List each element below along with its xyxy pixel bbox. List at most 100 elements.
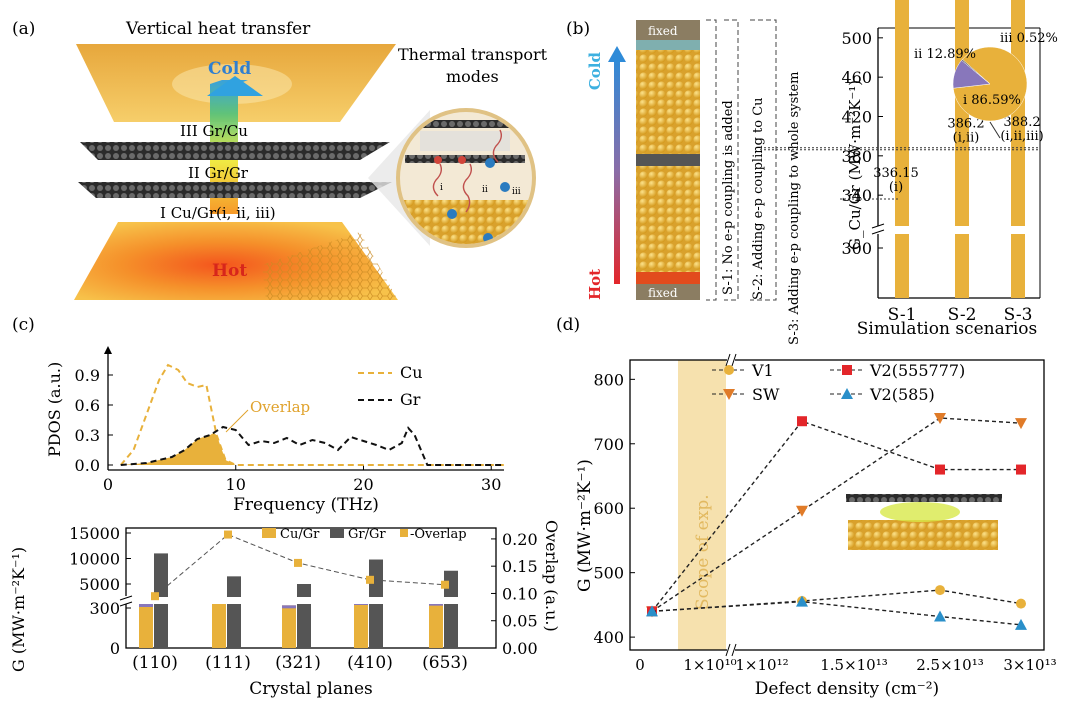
d-y-tick-label: 600 <box>593 499 624 518</box>
b-y-label: G_Cu/Gr (MW·m⁻²K⁻¹) <box>846 80 864 250</box>
chart-c-top: 0.0 0.3 0.6 0.9 0 10 20 30 Frequency (THz) PDOS (… <box>45 346 504 515</box>
c-bot-axis-break-gap <box>121 596 131 604</box>
b-x-tick-label: S-1 <box>888 305 917 325</box>
c-top-y-tick-label: 0.6 <box>75 396 100 415</box>
panel-c: (c) 0.0 0.3 0.6 0.9 0 10 20 30 Frequency (THz) PD… <box>9 315 561 699</box>
c-bot-legend-GrGr: Gr/Gr <box>348 527 386 542</box>
b-mode-label: (i) <box>889 180 903 195</box>
d-legend-marker <box>842 365 852 375</box>
chart-c-bottom: 0 300 5000 10000 15000 0.00 0.05 0.10 0.15 0.20 G … <box>9 520 561 699</box>
c-bot-x-tick-label: (653) <box>422 653 468 673</box>
c-bot-bar-CuGr <box>429 602 443 648</box>
fixed-bottom <box>636 284 700 300</box>
c-bot-x-tick-label: (410) <box>347 653 393 673</box>
c-top-y-label: PDOS (a.u.) <box>45 362 64 457</box>
c-bot-axis-break <box>119 595 133 601</box>
bracket-s2 <box>724 19 739 301</box>
c-top-y-arrow <box>104 346 112 354</box>
c-bot-y2-tick-label: 0.00 <box>502 639 538 658</box>
c-bot-y2-tick-label: 0.20 <box>502 530 538 549</box>
graphene-sheet-2 <box>78 182 392 198</box>
scenario-s1-label: S-1: No e-p coupling is added <box>721 100 736 295</box>
hot-layer <box>636 272 700 284</box>
d-point-V2(555777) <box>797 416 807 427</box>
c-bot-bar-CuGr <box>354 602 368 648</box>
d-x-label: Defect density (cm⁻²) <box>755 679 939 699</box>
c-bot-legend-swatch-GrGr <box>330 528 344 538</box>
hot-label-b: Hot <box>586 269 604 300</box>
fixed-bottom-label: fixed <box>648 286 678 300</box>
d-x-tick-label: 1×10¹⁰ <box>683 656 736 674</box>
c-bot-y-tick-label: 300 <box>89 599 120 618</box>
c-bot-axis-break <box>119 601 133 607</box>
c-bot-bar-break <box>428 597 459 604</box>
d-inset-charge <box>880 502 960 522</box>
chart-b: 300 340 380 420 460 500 G_Cu/Gr (MW·m⁻²K⁻¹) S-1… <box>760 0 1058 339</box>
panel-b: (b) Cold Hot fixed fixed S-1: No e-p cou… <box>566 0 1058 345</box>
c-bot-bar-break <box>211 597 242 604</box>
c-top-y-tick-label: 0.0 <box>75 456 100 475</box>
cold-label-a: Cold <box>208 59 251 79</box>
c-bot-y-tick-label: 5000 <box>79 575 120 594</box>
c-bot-legend-swatch-CuGr <box>262 528 276 538</box>
hot-lattice <box>262 232 398 300</box>
c-bot-overlap-point <box>441 580 449 589</box>
c-bot-x-tick-label: (110) <box>132 653 178 673</box>
b-bar-break <box>954 226 970 234</box>
scenario-s3-label: S-3: Adding e-p coupling to whole system <box>787 72 802 345</box>
panel-d-letter: (d) <box>556 315 580 335</box>
b-y-tick-label: 300 <box>841 239 872 258</box>
b-y-tick-label: 420 <box>841 108 872 127</box>
d-point-SW <box>796 505 808 517</box>
b-y-tick-label: 340 <box>841 186 872 205</box>
c-bot-bar-GrGr <box>444 570 458 648</box>
d-point-V2(555777) <box>1016 464 1026 475</box>
c-bot-overlap-point <box>294 558 302 567</box>
c-top-x-label: Frequency (THz) <box>233 495 379 515</box>
c-top-x-tick-label: 10 <box>226 475 246 494</box>
b-axis-break <box>871 223 885 229</box>
d-line-V1 <box>651 589 1022 613</box>
c-bot-x-tick-label: (111) <box>205 653 251 673</box>
b-x-tick-label: S-3 <box>1004 305 1033 325</box>
thermal-modes-line1: Thermal transport <box>398 45 548 64</box>
fixed-top <box>636 20 700 40</box>
mode-marker-i: i <box>440 183 443 193</box>
b-y-tick-label: 460 <box>841 68 872 87</box>
scenario-s2-label: S-2: Adding e-p coupling to Cu <box>751 97 766 300</box>
b-pie-label-i: i 86.59% <box>963 93 1021 108</box>
b-total-label: 336.15 <box>873 166 919 181</box>
d-legend-marker <box>723 389 735 400</box>
panel-a-letter: (a) <box>12 19 35 39</box>
c-top-overlap-leader <box>225 409 249 433</box>
b-pie-slice-iii <box>961 59 991 85</box>
c-bot-bar-CuGr-cap <box>139 604 153 607</box>
d-axis-break <box>731 643 737 657</box>
cu-upper <box>636 50 700 154</box>
c-bot-bar-GrGr <box>297 584 311 648</box>
c-top-legend-Gr: Gr <box>400 390 421 409</box>
d-y-tick-label: 500 <box>593 564 624 583</box>
b-x-label: Simulation scenarios <box>857 319 1038 339</box>
b-bar-break <box>894 226 910 234</box>
thermal-modes-line2: modes <box>446 67 499 86</box>
d-y-label: G (MW·m⁻²K⁻¹) <box>575 459 595 592</box>
c-bot-bar-break <box>353 597 384 604</box>
mode-label-3: III Gr/Cu <box>180 122 248 140</box>
d-x-tick-label: 2.5×10¹³ <box>916 656 984 674</box>
d-axis-break-gap <box>727 646 735 654</box>
b-mode-label: (i,ii) <box>953 131 980 146</box>
d-frame <box>629 359 1045 651</box>
c-bot-y2-label: Overlap (a.u.) <box>542 520 561 632</box>
d-x-tick-label: 3×10¹³ <box>1003 656 1056 674</box>
mode-label-2: II Gr/Gr <box>188 164 249 182</box>
b-pie-label-ii: ii 12.89% <box>914 47 976 62</box>
c-bot-y2-tick-label: 0.05 <box>502 612 538 631</box>
d-axis-break <box>725 643 731 657</box>
bracket-s1 <box>706 19 717 301</box>
panel-b-letter: (b) <box>566 19 590 39</box>
c-bot-bar-break <box>138 597 169 604</box>
d-axis-break <box>725 353 731 367</box>
c-top-x-tick-label: 0 <box>103 475 113 494</box>
